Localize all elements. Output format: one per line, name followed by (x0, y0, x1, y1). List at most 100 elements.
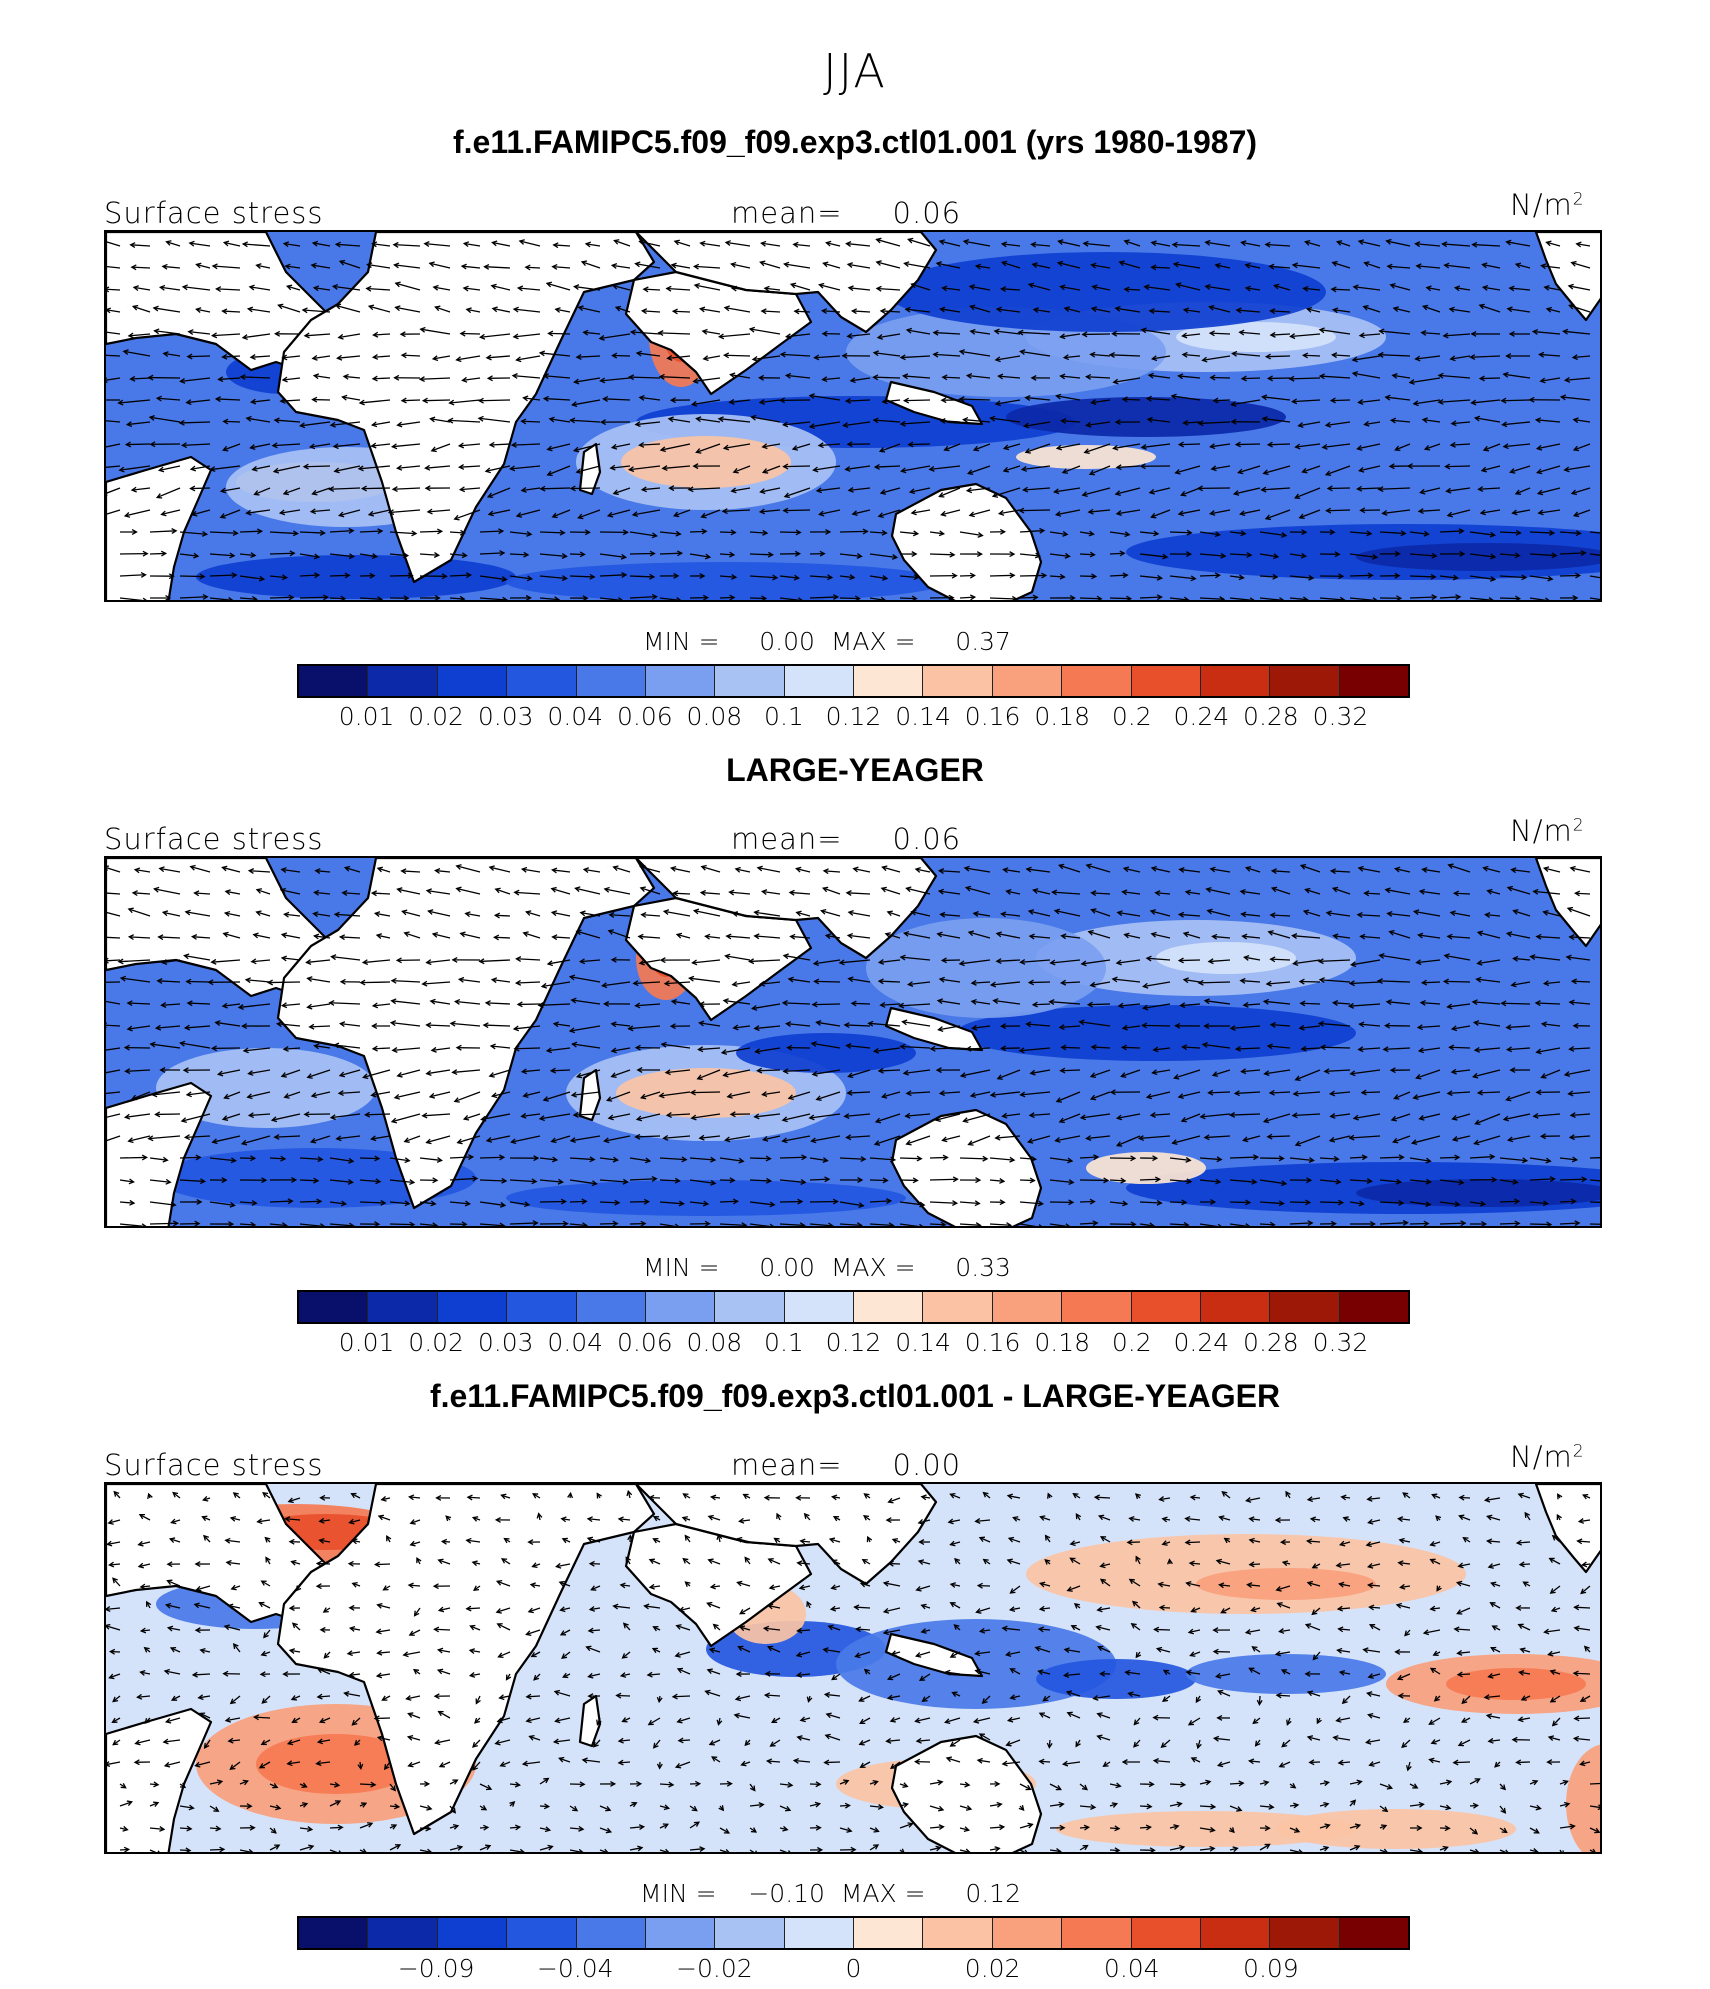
wind-arrow (797, 1562, 811, 1565)
wind-arrow-head (940, 397, 947, 404)
wind-arrow (783, 465, 811, 468)
wind-arrow-head (995, 931, 1002, 938)
land-south-america (106, 455, 213, 600)
wind-arrow (990, 1091, 1021, 1096)
wind-arrow (839, 553, 862, 558)
wind-arrow (1360, 935, 1381, 939)
wind-arrow (1319, 1781, 1329, 1785)
wind-arrow (1413, 1091, 1441, 1099)
wind-arrow (1457, 1581, 1471, 1587)
wind-arrow-head (952, 1176, 959, 1183)
wind-arrow (112, 1577, 121, 1587)
wind-arrow-head (561, 553, 568, 559)
wind-arrow-head (635, 1115, 643, 1122)
wind-arrow-head (375, 1628, 382, 1635)
wind-arrow (738, 1646, 751, 1653)
wind-arrow (635, 262, 661, 269)
wind-arrow-head (1025, 1021, 1032, 1028)
wind-arrow-head (431, 931, 439, 938)
wind-arrow-head (329, 1114, 337, 1121)
wind-arrow-head (760, 889, 768, 895)
wind-arrow-head (1377, 486, 1384, 493)
wind-arrow (1188, 1717, 1201, 1726)
wind-arrow-head (732, 467, 739, 474)
wind-arrow-head (1246, 1582, 1253, 1589)
wind-arrow-head (348, 1518, 355, 1525)
wind-arrow (959, 1157, 988, 1160)
wind-arrow (1240, 890, 1261, 895)
wind-arrow-head (315, 1560, 322, 1567)
wind-arrow (389, 1201, 410, 1205)
wind-arrow (769, 1585, 781, 1589)
wind-arrow (1028, 910, 1051, 917)
wind-arrow (259, 1602, 271, 1609)
wind-arrow-head (393, 1803, 401, 1810)
wind-arrow (359, 399, 391, 404)
wind-arrow-head (323, 1652, 330, 1659)
wind-arrow-head (1489, 1153, 1496, 1160)
wind-arrow-head (396, 1071, 403, 1078)
wind-arrow (1499, 597, 1520, 600)
wind-arrow-head (1184, 1515, 1191, 1522)
wind-arrow (209, 574, 237, 577)
wind-arrow-head (622, 1178, 629, 1185)
wind-arrow (366, 287, 391, 291)
wind-arrow (164, 1761, 181, 1767)
wind-arrow (1550, 1585, 1561, 1594)
wind-arrow (463, 1113, 481, 1120)
wind-arrow-head (108, 1648, 116, 1655)
wind-arrow (1469, 1778, 1480, 1785)
wind-arrow (1109, 574, 1128, 577)
wind-arrow-head (1461, 1698, 1468, 1705)
wind-arrow (1010, 1668, 1021, 1675)
wind-arrow-head (881, 398, 888, 405)
wind-arrow-head (1291, 933, 1298, 939)
wind-arrow-head (1330, 1220, 1337, 1226)
wind-arrow (1458, 1739, 1471, 1747)
wind-arrow (1333, 935, 1351, 939)
wind-arrow-head (277, 303, 284, 310)
wind-arrow (977, 1759, 991, 1763)
wind-arrow (790, 935, 811, 939)
wind-arrow (514, 1047, 541, 1050)
wind-arrow-head (1506, 1136, 1514, 1143)
wind-arrow (942, 1135, 961, 1142)
wind-arrow (852, 310, 871, 313)
colorbar-swatch (854, 1292, 924, 1322)
wind-arrow (1259, 575, 1278, 578)
wind-arrow (1279, 1629, 1291, 1633)
wind-arrow (876, 238, 901, 247)
wind-arrow (239, 1780, 248, 1785)
wind-arrow-head (478, 333, 486, 340)
wind-arrow-head (651, 1175, 658, 1182)
wind-arrow (749, 959, 781, 963)
wind-arrow (1326, 912, 1351, 917)
wind-arrow (1122, 398, 1141, 401)
wind-arrow-head (665, 1112, 672, 1118)
colorbar-swatch (923, 666, 993, 696)
panel-2-map (104, 856, 1602, 1228)
wind-arrow-head (112, 1739, 119, 1746)
wind-arrow (1305, 241, 1321, 247)
wind-arrow-head (578, 958, 586, 965)
wind-arrow (404, 932, 421, 939)
wind-arrow-head (1230, 401, 1237, 407)
wind-arrow (1501, 399, 1531, 402)
wind-arrow (1281, 1739, 1291, 1748)
wind-arrow-head (163, 1761, 171, 1768)
wind-arrow (1133, 1717, 1141, 1725)
wind-arrow-head (767, 1558, 774, 1564)
wind-arrow (996, 959, 1021, 962)
wind-arrow-head (724, 953, 731, 960)
wind-arrow-head (1262, 1117, 1270, 1124)
wind-arrow-head (1042, 1695, 1049, 1702)
wind-arrow-head (500, 1558, 508, 1564)
wind-arrow-head (162, 351, 169, 357)
wind-arrow-head (213, 1806, 220, 1812)
wind-arrow (642, 487, 661, 491)
colorbar-tick-label: 0.2 (1111, 1328, 1152, 1357)
wind-arrow-head (1395, 1602, 1402, 1609)
wind-arrow-head (1299, 863, 1307, 870)
wind-arrow-head (1332, 933, 1339, 940)
wind-arrow (131, 487, 151, 491)
